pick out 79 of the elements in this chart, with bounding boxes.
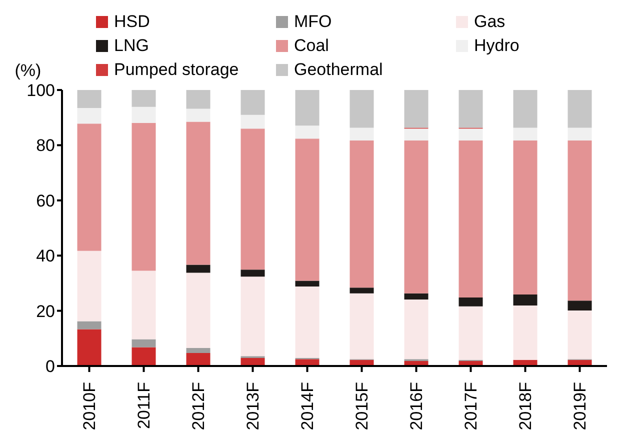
y-tick-label: 20: [36, 302, 55, 321]
legend-label: Hydro: [474, 36, 520, 56]
bar: [132, 270, 156, 340]
y-tick-label: 60: [36, 191, 55, 210]
bar: [458, 140, 483, 298]
legend-label: LNG: [114, 36, 149, 56]
bar: [186, 90, 210, 109]
bar: [77, 250, 102, 322]
x-tick-label: 2012F: [188, 382, 208, 430]
y-axis-title: (%): [14, 61, 42, 80]
bar: [350, 293, 374, 360]
x-tick-label: 2013F: [243, 382, 262, 430]
x-tick-label: 2010F: [80, 382, 99, 430]
bar: [240, 270, 265, 277]
bar: [568, 310, 592, 360]
bar: [458, 128, 483, 141]
x-tick-label: 2016F: [406, 382, 426, 430]
x-tick-label: 2019F: [570, 382, 590, 430]
legend-label: Pumped storage: [114, 60, 239, 80]
x-tick-label: 2011F: [134, 382, 154, 429]
bar: [350, 140, 374, 288]
bar: [404, 293, 428, 300]
y-tick-label: 100: [26, 81, 55, 100]
x-tick-label: 2015F: [352, 382, 372, 430]
bar: [132, 90, 156, 107]
bar: [186, 264, 210, 273]
bar: [568, 90, 592, 128]
bar: [350, 90, 374, 128]
bar: [77, 321, 102, 330]
bar: [513, 294, 538, 306]
bar: [186, 108, 210, 122]
bar: [77, 329, 102, 366]
bar: [458, 306, 483, 360]
bar: [132, 106, 156, 123]
bar: [350, 288, 374, 294]
bar: [404, 299, 428, 360]
bar: [186, 348, 210, 354]
bar: [458, 90, 483, 128]
bar: [295, 126, 320, 139]
bar: [568, 140, 592, 301]
legend-label: Geothermal: [294, 60, 383, 80]
bar: [77, 90, 102, 108]
bar: [186, 272, 210, 348]
y-tick-label: 40: [36, 246, 55, 266]
legend-label: Coal: [294, 36, 329, 56]
bar: [240, 128, 265, 270]
bar: [568, 300, 592, 311]
bar: [350, 128, 374, 141]
bar: [77, 124, 102, 251]
bar: [404, 140, 428, 294]
y-tick-label: 0: [46, 357, 55, 376]
bar: [513, 90, 538, 128]
bar: [458, 298, 483, 306]
bar: [186, 122, 210, 265]
legend-label: HSD: [114, 12, 150, 32]
bar: [186, 353, 210, 366]
x-tick-label: 2018F: [516, 382, 535, 430]
x-tick-label: 2014F: [298, 382, 317, 430]
x-tick-label: 2017F: [461, 382, 480, 430]
bar: [132, 347, 156, 366]
bar: [513, 140, 538, 295]
bar: [295, 138, 320, 281]
bar: [77, 108, 102, 124]
bar: [240, 276, 265, 356]
bar: [295, 90, 320, 126]
bar: [240, 114, 265, 129]
bar: [240, 90, 265, 115]
bar: [404, 90, 428, 128]
bar: [513, 306, 538, 360]
bar: [132, 122, 156, 271]
bar: [404, 128, 428, 141]
bar: [132, 339, 156, 348]
legend-label: Gas: [474, 12, 506, 32]
bar: [513, 128, 538, 141]
bar: [295, 280, 320, 287]
bar: [568, 128, 592, 141]
bar: [295, 286, 320, 358]
legend-label: MFO: [294, 12, 332, 32]
y-tick-label: 80: [36, 136, 55, 156]
